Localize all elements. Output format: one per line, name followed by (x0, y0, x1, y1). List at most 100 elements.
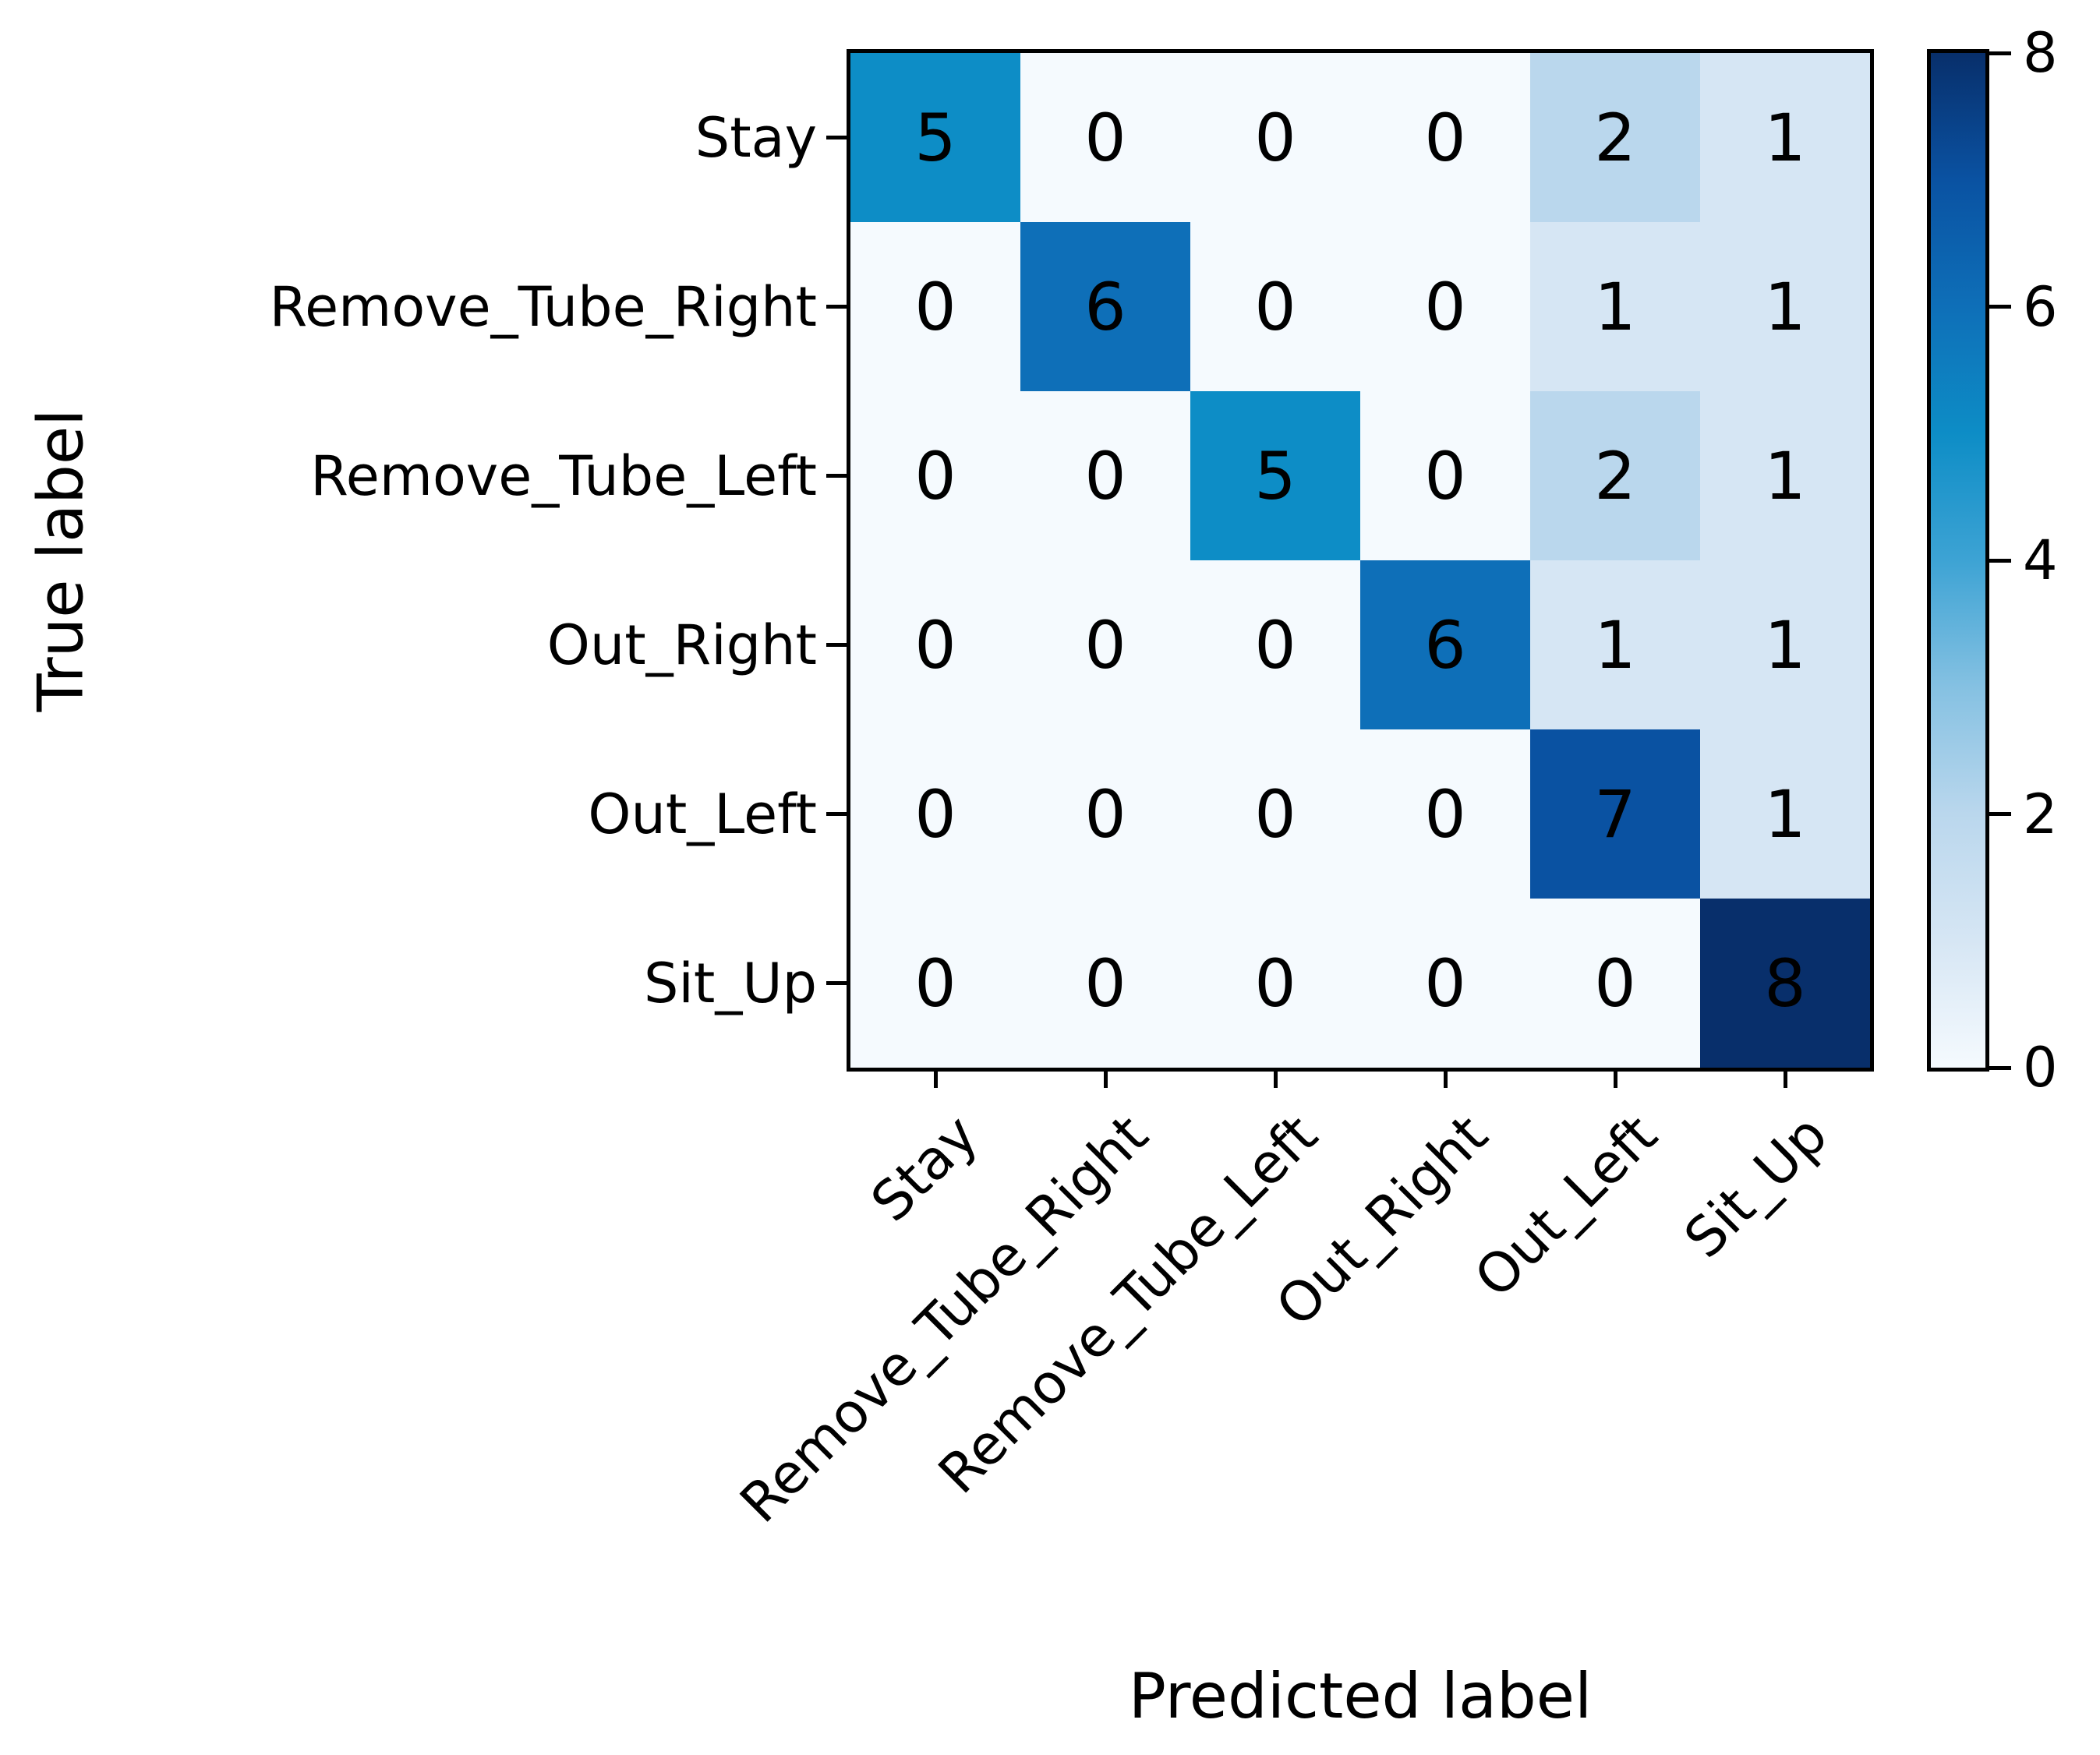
cell-value: 0 (1084, 945, 1126, 1022)
cell-value: 2 (1594, 99, 1636, 176)
cell-value: 5 (1254, 437, 1296, 514)
colorbar-tick-label: 6 (2023, 274, 2058, 339)
cell-value: 0 (914, 268, 956, 345)
matrix-cell: 0 (850, 899, 1020, 1068)
colorbar-tick-mark (1989, 1065, 2011, 1070)
cell-value: 7 (1594, 775, 1636, 853)
cell-value: 1 (1764, 99, 1806, 176)
cell-value: 0 (1424, 99, 1466, 176)
x-tick-mark (1783, 1068, 1787, 1088)
matrix-cell: 0 (850, 729, 1020, 899)
x-tick-mark (1273, 1068, 1278, 1088)
cell-value: 0 (1084, 99, 1126, 176)
cell-value: 0 (1084, 606, 1126, 683)
matrix-cell: 6 (1020, 222, 1190, 391)
cell-value: 0 (914, 437, 956, 514)
matrix-cell: 5 (1190, 391, 1360, 560)
matrix-cell: 0 (1190, 53, 1360, 222)
matrix-cell: 0 (1190, 560, 1360, 729)
matrix-cell: 0 (1020, 560, 1190, 729)
matrix-cell: 0 (1530, 899, 1700, 1068)
x-tick-label: Sit_Up (1672, 1103, 1840, 1270)
matrix-cell: 0 (850, 560, 1020, 729)
cell-value: 0 (914, 606, 956, 683)
matrix-cell: 0 (1360, 53, 1530, 222)
matrix-cell: 1 (1700, 729, 1870, 899)
matrix-cell: 6 (1360, 560, 1530, 729)
matrix-cell: 0 (1360, 729, 1530, 899)
cell-value: 0 (1084, 775, 1126, 853)
y-tick-label: Stay (695, 105, 817, 170)
matrix-cell: 1 (1700, 222, 1870, 391)
cell-value: 1 (1764, 268, 1806, 345)
cell-value: 0 (1254, 775, 1296, 853)
y-tick-label: Remove_Tube_Left (310, 443, 817, 508)
colorbar-tick-label: 2 (2023, 782, 2058, 846)
y-tick-label: Out_Right (546, 613, 817, 677)
colorbar-tick-mark (1989, 812, 2011, 816)
cell-value: 8 (1764, 945, 1806, 1022)
x-tick-mark (1443, 1068, 1448, 1088)
matrix-cell: 1 (1700, 53, 1870, 222)
matrix-cell: 0 (1020, 899, 1190, 1068)
y-tick-label: Out_Left (588, 782, 817, 846)
matrix-cell: 2 (1530, 391, 1700, 560)
matrix-cell: 8 (1700, 899, 1870, 1068)
cell-value: 0 (1424, 945, 1466, 1022)
cell-value: 1 (1594, 606, 1636, 683)
colorbar (1927, 49, 1989, 1072)
x-tick-label: Stay (858, 1103, 990, 1234)
cell-value: 1 (1594, 268, 1636, 345)
matrix-cell: 0 (1360, 222, 1530, 391)
y-tick-mark (826, 474, 847, 478)
matrix-cell: 0 (1020, 391, 1190, 560)
y-tick-label: Sit_Up (644, 951, 817, 1015)
cell-value: 0 (1424, 268, 1466, 345)
y-tick-label: Remove_Tube_Right (269, 274, 817, 339)
y-tick-mark (826, 812, 847, 816)
y-tick-mark (826, 136, 847, 139)
matrix-cell: 0 (1190, 222, 1360, 391)
cell-value: 1 (1764, 775, 1806, 853)
colorbar-tick-mark (1989, 305, 2011, 309)
matrix-cell: 2 (1530, 53, 1700, 222)
x-tick-label: Out_Left (1462, 1103, 1670, 1310)
y-axis-title: True label (24, 408, 97, 712)
cell-value: 1 (1764, 606, 1806, 683)
cell-value: 2 (1594, 437, 1636, 514)
cell-value: 0 (1084, 437, 1126, 514)
matrix-cell: 0 (850, 391, 1020, 560)
cell-value: 0 (1254, 99, 1296, 176)
matrix-cell: 1 (1700, 560, 1870, 729)
colorbar-tick-label: 0 (2023, 1036, 2058, 1100)
matrix-cell: 0 (1020, 53, 1190, 222)
matrix-cell: 7 (1530, 729, 1700, 899)
matrix-cell: 0 (1360, 391, 1530, 560)
matrix-cell: 0 (1360, 899, 1530, 1068)
cell-value: 0 (1594, 945, 1636, 1022)
cell-value: 0 (1254, 606, 1296, 683)
colorbar-tick-mark (1989, 558, 2011, 563)
cell-value: 6 (1084, 268, 1126, 345)
matrix-cell: 0 (1020, 729, 1190, 899)
cell-value: 0 (914, 945, 956, 1022)
cell-value: 5 (914, 99, 956, 176)
cell-value: 0 (1254, 268, 1296, 345)
cell-value: 0 (1254, 945, 1296, 1022)
cell-value: 1 (1764, 437, 1806, 514)
matrix-cell: 1 (1530, 222, 1700, 391)
colorbar-tick-mark (1989, 51, 2011, 55)
matrix-cell: 0 (1190, 729, 1360, 899)
matrix-cell: 1 (1530, 560, 1700, 729)
cell-value: 6 (1424, 606, 1466, 683)
cell-value: 0 (1424, 775, 1466, 853)
y-tick-mark (826, 643, 847, 647)
matrix-cell: 1 (1700, 391, 1870, 560)
colorbar-tick-label: 4 (2023, 528, 2058, 592)
x-tick-mark (933, 1068, 938, 1088)
cell-value: 0 (914, 775, 956, 853)
x-tick-mark (1103, 1068, 1108, 1088)
cell-value: 0 (1424, 437, 1466, 514)
y-tick-mark (826, 981, 847, 985)
